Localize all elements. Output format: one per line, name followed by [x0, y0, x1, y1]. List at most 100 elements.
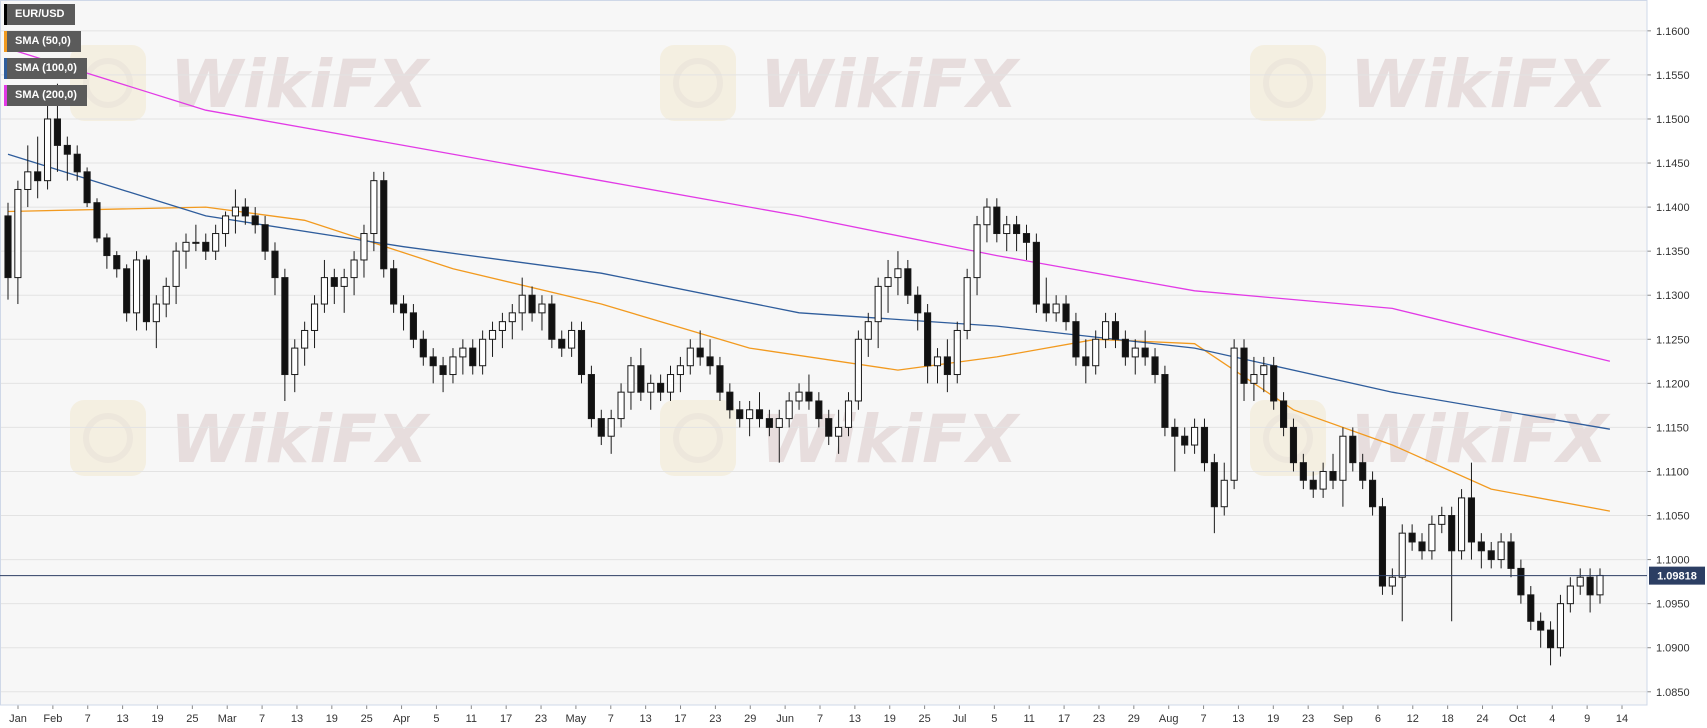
watermark-layer: WikiFX WikiFX WikiFX WikiFX WikiFX WikiFX: [70, 45, 1611, 478]
candle: [538, 295, 546, 331]
y-tick-label: 1.1250: [1656, 334, 1690, 346]
candle-body: [43, 118, 52, 182]
candle: [1210, 453, 1218, 534]
candle: [1467, 462, 1476, 560]
candle-body: [1270, 365, 1278, 402]
legend-swatch-sma-200: [4, 85, 7, 106]
candle: [73, 145, 81, 181]
y-tick-label: 1.1600: [1656, 26, 1690, 38]
candle-body: [479, 338, 487, 367]
candle-body: [24, 171, 32, 190]
candle: [390, 259, 398, 313]
candle: [231, 189, 239, 234]
x-tick-label: 19: [151, 713, 163, 725]
candle-body: [587, 374, 595, 420]
candle: [142, 255, 151, 331]
candle: [657, 374, 665, 401]
candle: [1428, 515, 1436, 560]
x-tick-label: 13: [291, 713, 303, 725]
candle-body: [1596, 574, 1604, 596]
candle-body: [696, 347, 704, 358]
candle-body: [1378, 506, 1387, 587]
watermark-logo-ring: [1263, 58, 1313, 108]
candle: [409, 304, 417, 349]
candle: [746, 400, 754, 437]
watermark-logo: [1250, 400, 1326, 476]
candle: [439, 356, 447, 393]
candle-body: [1556, 603, 1565, 649]
candle-body: [449, 356, 457, 376]
x-tick-label: 18: [1442, 713, 1454, 725]
legend-item-eurusd[interactable]: EUR/USD: [4, 4, 87, 25]
candle: [904, 259, 912, 305]
candle-body: [340, 277, 348, 287]
x-tick-label: 7: [1201, 713, 1207, 725]
candle: [449, 348, 457, 384]
candle-body: [1280, 400, 1288, 428]
candle-body: [953, 329, 961, 376]
candle-body: [518, 294, 526, 314]
candle: [805, 374, 813, 410]
candle: [924, 304, 932, 384]
y-tick-label: 1.0850: [1656, 687, 1690, 699]
candle: [419, 330, 427, 366]
candle: [202, 233, 210, 260]
x-tick-label: Apr: [393, 713, 410, 725]
legend-item-sma-200[interactable]: SMA (200,0): [4, 85, 87, 106]
watermark-2: WikiFX: [660, 45, 1021, 123]
candle: [775, 409, 783, 463]
candle: [587, 365, 595, 428]
candle: [1537, 612, 1545, 648]
legend-item-sma-100[interactable]: SMA (100,0): [4, 58, 87, 79]
sma-line-3: [7, 47, 1611, 362]
candle-body: [686, 347, 694, 367]
candle: [726, 383, 734, 419]
candle: [1171, 418, 1179, 472]
x-tick-label: Aug: [1159, 713, 1179, 725]
x-tick-label: 13: [849, 713, 861, 725]
x-tick-label: 13: [1232, 713, 1244, 725]
candle-body: [1240, 347, 1248, 384]
watermark-logo-ring: [673, 58, 723, 108]
watermark-1: WikiFX: [70, 45, 431, 123]
candle-body: [132, 259, 141, 314]
candle: [83, 167, 91, 208]
candle: [14, 180, 22, 305]
candle: [844, 392, 853, 437]
candle-body: [1388, 576, 1396, 587]
candle: [370, 171, 378, 252]
candle: [291, 339, 299, 393]
candle: [676, 356, 684, 393]
candle-body: [113, 255, 121, 270]
candle-body: [1082, 356, 1090, 367]
candle: [1082, 339, 1090, 384]
candle: [518, 277, 526, 331]
candle-body: [933, 356, 942, 367]
candle: [1032, 233, 1040, 313]
candle-body: [666, 374, 675, 393]
candle-body: [380, 180, 388, 270]
candle: [825, 409, 833, 446]
candle: [1280, 392, 1288, 437]
legend-label-sma-200: SMA (200,0): [7, 85, 87, 106]
x-tick-label: 23: [709, 713, 721, 725]
candle-body: [1497, 541, 1505, 561]
watermark-logo: [1250, 45, 1326, 121]
candle-body: [1013, 224, 1021, 235]
candle-body: [459, 347, 467, 358]
candle-body: [202, 241, 210, 252]
candle-body: [390, 268, 398, 305]
candle-body: [1102, 321, 1110, 340]
candle-body: [310, 303, 319, 331]
candle: [1388, 568, 1396, 595]
candle: [4, 202, 12, 300]
candle-body: [1092, 338, 1100, 367]
legend-item-sma-50[interactable]: SMA (50,0): [4, 31, 87, 52]
candle: [182, 233, 190, 269]
candlesticks: [4, 83, 1604, 666]
candle-body: [1566, 585, 1574, 605]
x-tick-label: 6: [1375, 713, 1381, 725]
candle-body: [726, 391, 734, 411]
candle: [43, 101, 52, 190]
